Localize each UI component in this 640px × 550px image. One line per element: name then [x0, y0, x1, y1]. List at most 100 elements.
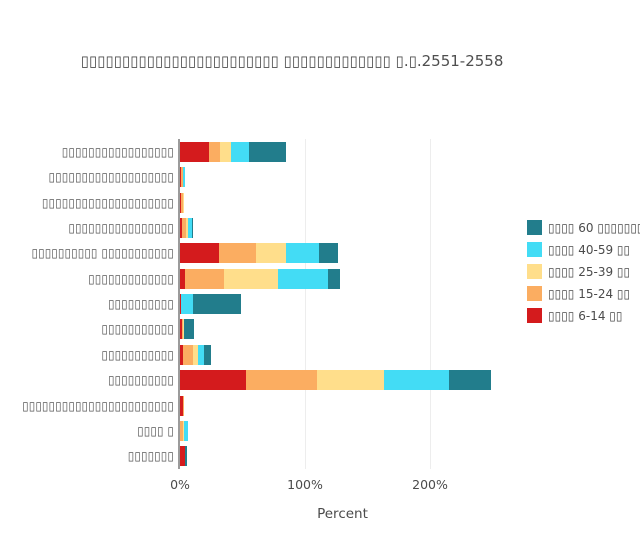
bar-row	[180, 344, 212, 365]
bar-segment-series-3[interactable]	[286, 243, 319, 264]
bar-row	[180, 370, 491, 391]
zeroline	[178, 139, 180, 470]
bar-row	[180, 167, 185, 188]
y-axis-label: ▯▯▯▯▯▯▯▯▯▯▯▯▯	[88, 271, 174, 286]
legend-item-series-0[interactable]: ▯▯▯▯ 6-14 ▯▯	[527, 308, 640, 323]
legend-item-series-3[interactable]: ▯▯▯▯ 40-59 ▯▯	[527, 242, 640, 257]
bar-row	[180, 319, 194, 340]
x-tick-200: 200%	[412, 477, 448, 492]
x-tick-0: 0%	[170, 477, 190, 492]
bar-segment-series-0[interactable]	[180, 192, 181, 213]
bar-segment-series-1[interactable]	[218, 243, 257, 264]
bar-segment-series-3[interactable]	[181, 294, 194, 315]
bar-segment-series-2[interactable]	[183, 192, 185, 213]
bar-segment-series-3[interactable]	[197, 344, 204, 365]
bar-segment-series-0[interactable]	[180, 243, 219, 264]
bar-segment-series-1[interactable]	[185, 268, 225, 289]
bar-segment-series-2[interactable]	[183, 319, 184, 340]
bar-row	[180, 420, 188, 441]
bar-segment-series-3[interactable]	[184, 420, 188, 441]
bar-row	[180, 268, 340, 289]
bar-row	[180, 395, 184, 416]
bar-segment-series-2[interactable]	[185, 218, 188, 239]
bar-row	[180, 446, 187, 467]
bar-segment-series-1[interactable]	[183, 395, 184, 416]
bar-segment-series-4[interactable]	[192, 218, 193, 239]
bar-segment-series-0[interactable]	[180, 167, 181, 188]
bar-segment-series-4[interactable]	[183, 319, 194, 340]
gridline-100	[305, 139, 306, 470]
legend-swatch-icon	[527, 286, 542, 301]
legend-swatch-icon	[527, 264, 542, 279]
x-axis-title: Percent	[317, 506, 368, 522]
y-axis-label: ▯▯▯▯▯▯▯▯▯▯▯▯▯▯▯▯▯▯▯▯	[41, 195, 174, 210]
bar-segment-series-4[interactable]	[185, 446, 187, 467]
bar-segment-series-4[interactable]	[328, 268, 340, 289]
bar-segment-series-0[interactable]	[180, 268, 185, 289]
y-axis-label: ▯▯▯▯▯▯▯	[127, 449, 174, 464]
bar-segment-series-0[interactable]	[180, 395, 184, 416]
x-tick-100: 100%	[287, 477, 323, 492]
bar-segment-series-0[interactable]	[180, 370, 247, 391]
bar-segment-series-3[interactable]	[187, 218, 193, 239]
gridline-200	[430, 139, 431, 470]
bar-segment-series-0[interactable]	[180, 344, 183, 365]
bar-segment-series-4[interactable]	[448, 370, 491, 391]
y-axis-label: ▯▯▯▯▯▯▯▯▯▯▯	[101, 322, 174, 337]
y-axis-label: ▯▯▯▯▯▯▯▯▯▯▯	[101, 347, 174, 362]
legend-item-series-2[interactable]: ▯▯▯▯ 25-39 ▯▯	[527, 264, 640, 279]
bar-segment-series-1[interactable]	[246, 370, 317, 391]
legend-swatch-icon	[527, 242, 542, 257]
bar-row	[180, 294, 241, 315]
y-axis-label: ▯▯▯▯▯▯▯▯▯▯ ▯▯▯▯▯▯▯▯▯▯▯	[31, 246, 175, 261]
legend-item-series-1[interactable]: ▯▯▯▯ 15-24 ▯▯	[527, 286, 640, 301]
bar-segment-series-1[interactable]	[181, 167, 183, 188]
bar-segment-series-2[interactable]	[183, 420, 185, 441]
legend-label: ▯▯▯▯ 60 ▯▯▯▯▯▯▯▯	[548, 220, 640, 235]
bar-row	[180, 218, 193, 239]
bar-segment-series-2[interactable]	[316, 370, 385, 391]
bar-segment-series-2[interactable]	[224, 268, 279, 289]
y-axis-label: ▯▯▯▯▯▯▯▯▯▯▯▯▯▯▯▯▯▯▯	[48, 170, 174, 185]
legend-label: ▯▯▯▯ 40-59 ▯▯	[548, 242, 631, 257]
bar-segment-series-1[interactable]	[181, 319, 184, 340]
bar-segment-series-3[interactable]	[231, 142, 249, 162]
legend-label: ▯▯▯▯ 25-39 ▯▯	[548, 264, 631, 279]
bar-segment-series-0[interactable]	[180, 218, 183, 239]
bar-segment-series-0[interactable]	[180, 294, 182, 315]
bar-segment-series-1[interactable]	[182, 344, 193, 365]
bar-segment-series-3[interactable]	[183, 167, 185, 188]
bar-segment-series-3[interactable]	[278, 268, 329, 289]
bar-segment-series-4[interactable]	[318, 243, 338, 264]
bar-segment-series-1[interactable]	[182, 218, 186, 239]
bar-segment-series-4[interactable]	[193, 294, 241, 315]
y-axis-label: ▯▯▯▯▯▯▯▯▯▯	[107, 373, 174, 388]
y-axis-label: ▯▯▯▯▯▯▯▯▯▯▯▯▯▯▯▯▯▯▯▯▯▯▯	[22, 398, 174, 413]
chart-title: ▯▯▯▯▯▯▯▯▯▯▯▯▯▯▯▯▯▯▯▯▯▯▯▯ ▯▯▯▯▯▯▯▯▯▯▯▯▯ ▯…	[80, 52, 504, 70]
bar-segment-series-2[interactable]	[220, 142, 232, 162]
bar-row	[180, 192, 185, 213]
bar-row	[180, 243, 338, 264]
bar-segment-series-2[interactable]	[256, 243, 287, 264]
bar-segment-series-0[interactable]	[180, 446, 185, 467]
bar-segment-series-1[interactable]	[180, 420, 184, 441]
bar-segment-series-0[interactable]	[180, 319, 182, 340]
legend-label: ▯▯▯▯ 15-24 ▯▯	[548, 286, 631, 301]
legend-swatch-icon	[527, 308, 542, 323]
legend: ▯▯▯▯ 60 ▯▯▯▯▯▯▯▯ ▯▯▯▯ 40-59 ▯▯ ▯▯▯▯ 25-39 …	[527, 220, 640, 330]
bar-segment-series-0[interactable]	[180, 142, 209, 162]
bar-segment-series-1[interactable]	[180, 192, 184, 213]
bar-row	[180, 142, 287, 162]
bar-segment-series-3[interactable]	[384, 370, 449, 391]
bar-segment-series-4[interactable]	[248, 142, 287, 162]
y-axis-label: ▯▯▯▯▯▯▯▯▯▯	[107, 297, 174, 312]
y-axis-label: ▯▯▯▯ ▯	[137, 423, 174, 438]
legend-item-series-4[interactable]: ▯▯▯▯ 60 ▯▯▯▯▯▯▯▯	[527, 220, 640, 235]
bar-segment-series-4[interactable]	[203, 344, 212, 365]
legend-swatch-icon	[527, 220, 542, 235]
legend-label: ▯▯▯▯ 6-14 ▯▯	[548, 308, 623, 323]
bar-segment-series-2[interactable]	[192, 344, 198, 365]
bar-segment-series-1[interactable]	[208, 142, 220, 162]
